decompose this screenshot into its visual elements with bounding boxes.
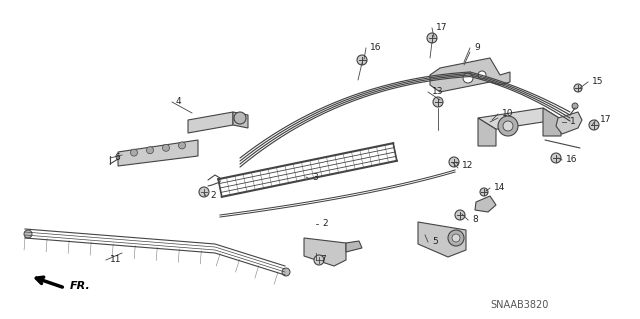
Circle shape xyxy=(503,121,513,131)
Text: 9: 9 xyxy=(474,43,480,53)
Text: 12: 12 xyxy=(462,160,474,169)
Polygon shape xyxy=(478,108,561,129)
Circle shape xyxy=(455,210,465,220)
Polygon shape xyxy=(478,118,496,146)
Circle shape xyxy=(199,187,209,197)
Circle shape xyxy=(478,71,486,79)
Text: 3: 3 xyxy=(312,174,317,182)
Polygon shape xyxy=(346,241,362,252)
Text: FR.: FR. xyxy=(70,281,91,291)
Polygon shape xyxy=(418,222,466,257)
Text: 11: 11 xyxy=(110,256,122,264)
Text: 2: 2 xyxy=(210,191,216,201)
Circle shape xyxy=(589,120,599,130)
Text: 14: 14 xyxy=(494,183,506,192)
Text: 5: 5 xyxy=(432,238,438,247)
Circle shape xyxy=(574,84,582,92)
Circle shape xyxy=(448,230,464,246)
Circle shape xyxy=(498,116,518,136)
Text: 17: 17 xyxy=(436,24,447,33)
Circle shape xyxy=(234,112,246,124)
Circle shape xyxy=(427,33,437,43)
Circle shape xyxy=(179,142,186,149)
Text: 16: 16 xyxy=(566,155,577,165)
Polygon shape xyxy=(118,140,198,166)
Text: 4: 4 xyxy=(176,98,182,107)
Circle shape xyxy=(480,188,488,196)
Circle shape xyxy=(147,147,154,154)
Circle shape xyxy=(463,73,473,83)
Text: 1: 1 xyxy=(570,117,576,127)
Circle shape xyxy=(282,268,290,276)
Polygon shape xyxy=(233,112,248,128)
Circle shape xyxy=(314,255,324,265)
Text: 17: 17 xyxy=(600,115,611,124)
Polygon shape xyxy=(475,196,496,212)
Polygon shape xyxy=(430,58,510,92)
Circle shape xyxy=(163,144,170,151)
Text: 2: 2 xyxy=(322,219,328,228)
Text: 8: 8 xyxy=(472,216,477,225)
Polygon shape xyxy=(304,238,346,266)
Circle shape xyxy=(449,157,459,167)
Circle shape xyxy=(572,103,578,109)
Circle shape xyxy=(452,234,460,242)
Circle shape xyxy=(131,149,138,156)
Text: 15: 15 xyxy=(592,78,604,86)
Polygon shape xyxy=(556,112,582,134)
Circle shape xyxy=(357,55,367,65)
Polygon shape xyxy=(543,108,561,136)
Text: 7: 7 xyxy=(320,256,326,264)
Circle shape xyxy=(24,230,32,238)
Text: 6: 6 xyxy=(114,153,120,162)
Text: 16: 16 xyxy=(370,43,381,53)
Text: 10: 10 xyxy=(502,109,513,118)
Circle shape xyxy=(433,97,443,107)
Text: SNAAB3820: SNAAB3820 xyxy=(490,300,548,310)
Polygon shape xyxy=(188,112,233,133)
Text: 13: 13 xyxy=(432,87,444,97)
Circle shape xyxy=(551,153,561,163)
